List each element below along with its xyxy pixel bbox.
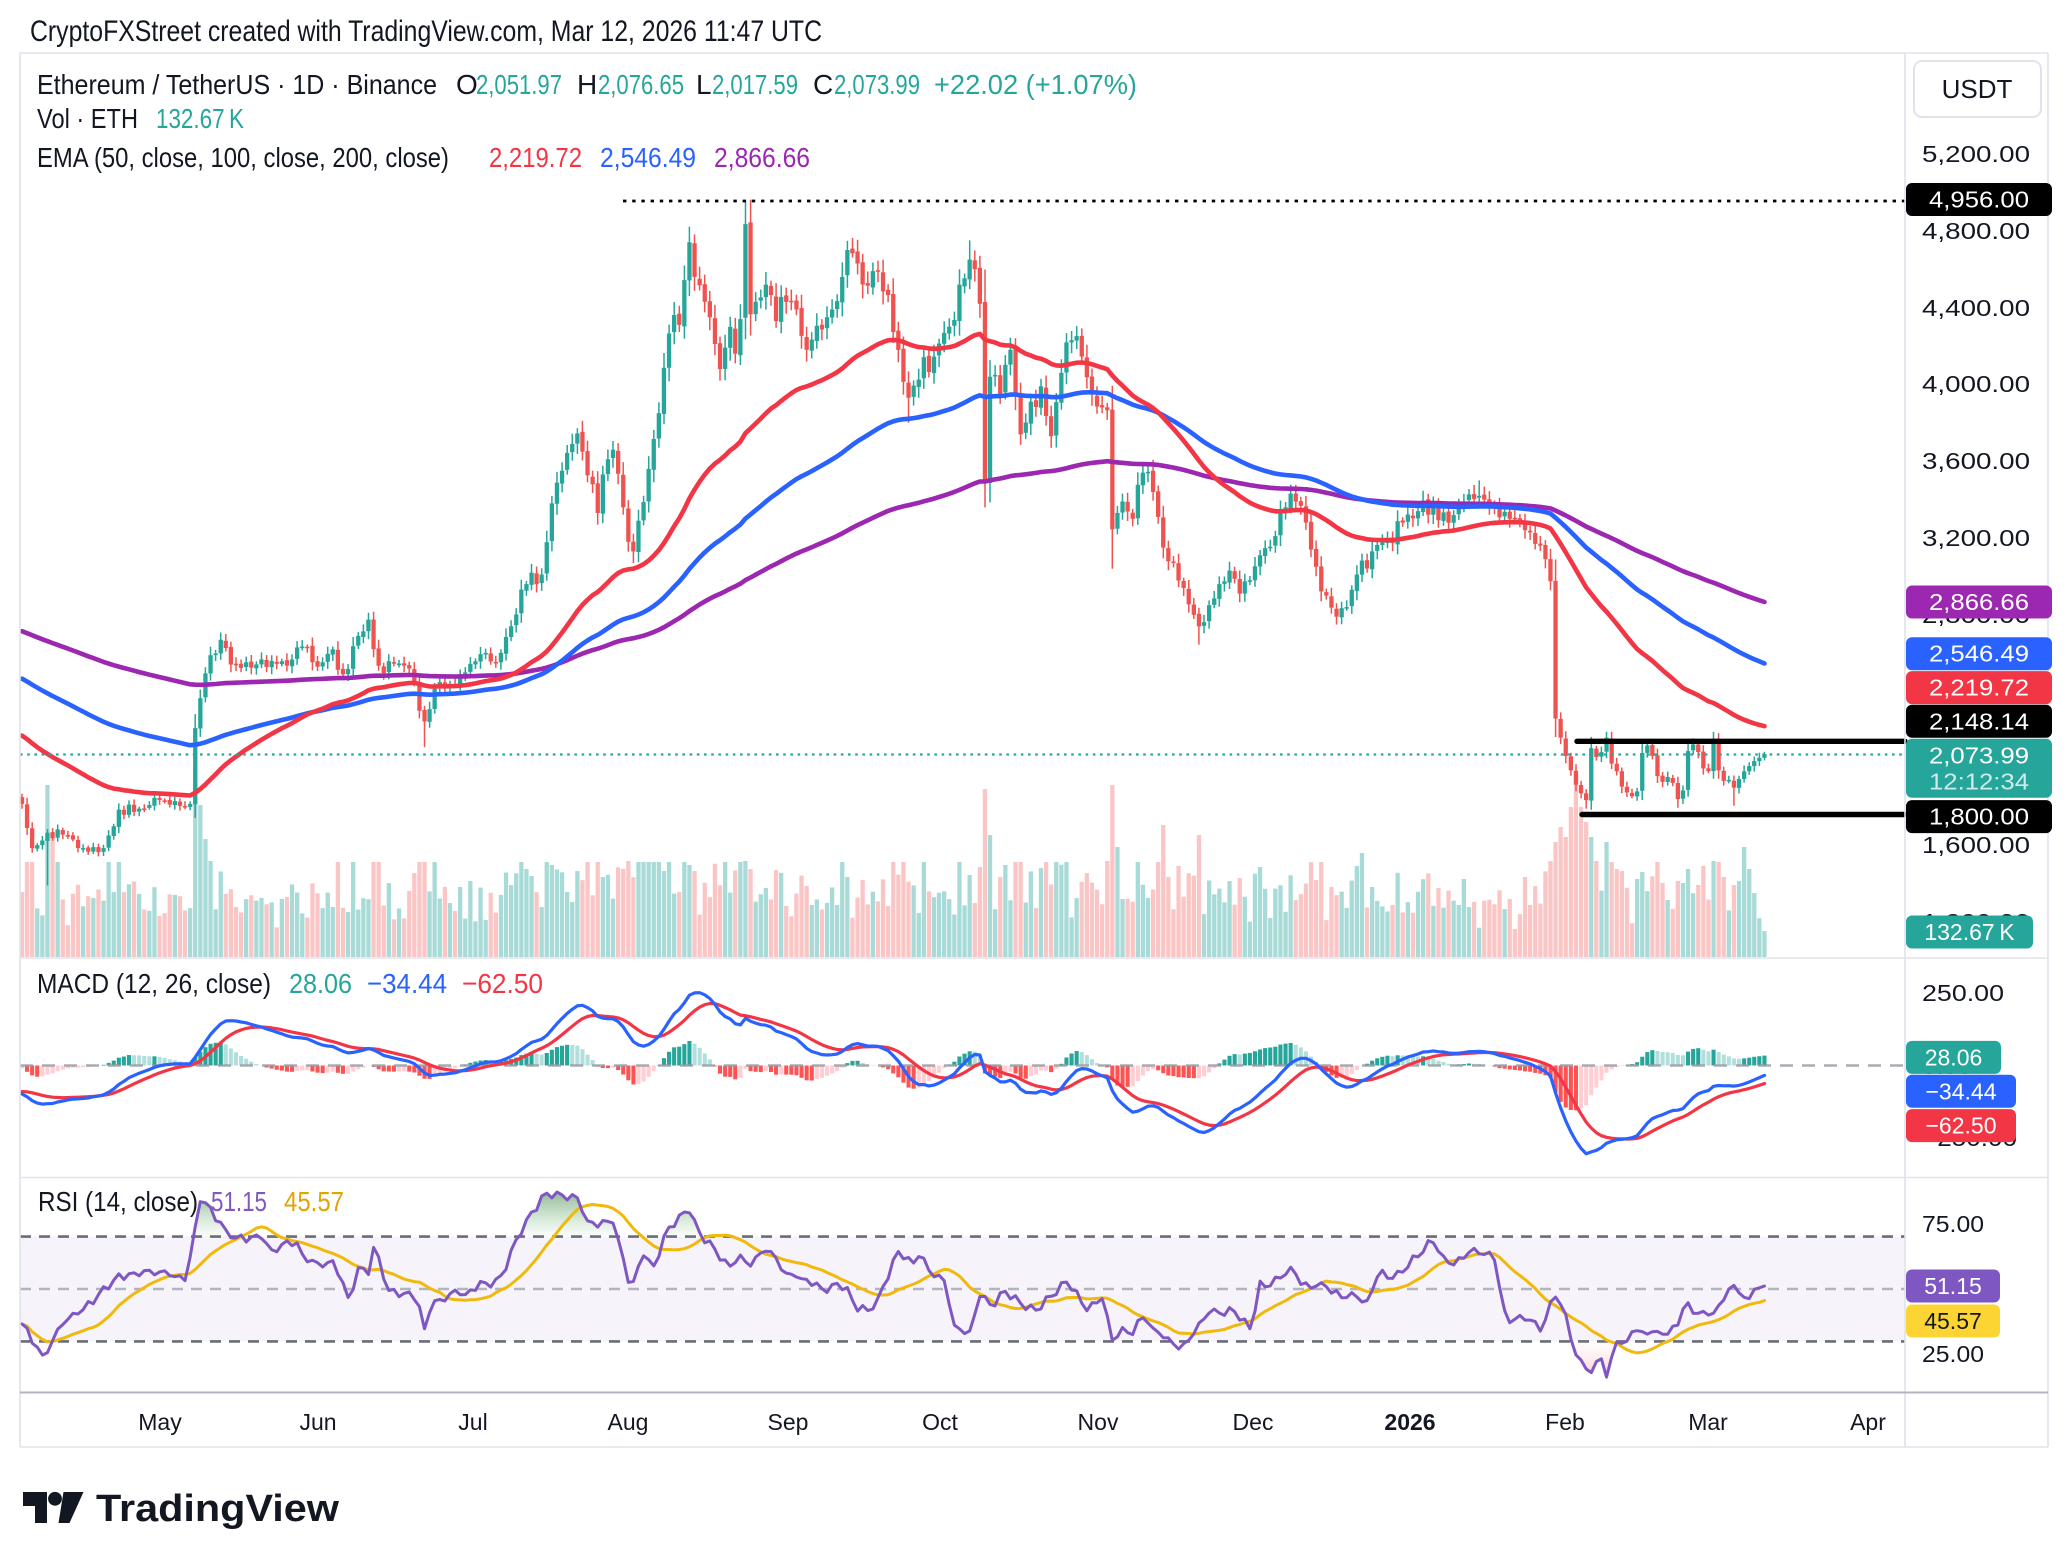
svg-text:3,200.00: 3,200.00 — [1922, 525, 2030, 551]
svg-text:Feb: Feb — [1545, 1409, 1585, 1435]
svg-text:−62.50: −62.50 — [1926, 1113, 1997, 1139]
svg-text:USDT: USDT — [1942, 74, 2013, 104]
svg-text:2,073.99: 2,073.99 — [1929, 742, 2029, 768]
svg-text:2,076.65: 2,076.65 — [598, 69, 684, 100]
svg-text:132.67 K: 132.67 K — [156, 103, 244, 134]
svg-text:−34.44: −34.44 — [1926, 1078, 1997, 1104]
svg-text:EMA (50, close, 100, close, 20: EMA (50, close, 100, close, 200, close) — [37, 142, 449, 173]
svg-text:May: May — [138, 1409, 182, 1435]
svg-text:3,600.00: 3,600.00 — [1922, 448, 2030, 474]
svg-text:2,866.66: 2,866.66 — [1929, 589, 2029, 615]
svg-text:4,000.00: 4,000.00 — [1922, 371, 2030, 397]
svg-text:25.00: 25.00 — [1922, 1341, 1984, 1367]
svg-text:O: O — [456, 69, 478, 100]
svg-text:4,956.00: 4,956.00 — [1929, 187, 2029, 213]
svg-text:2,148.14: 2,148.14 — [1929, 708, 2029, 734]
svg-text:2,546.49: 2,546.49 — [600, 142, 696, 173]
svg-text:4,800.00: 4,800.00 — [1922, 218, 2030, 244]
svg-text:−34.44: −34.44 — [367, 968, 447, 999]
svg-text:2,546.49: 2,546.49 — [1929, 641, 2029, 667]
svg-text:2,219.72: 2,219.72 — [1929, 675, 2029, 701]
svg-text:132.67 K: 132.67 K — [1924, 919, 2015, 945]
svg-text:−62.50: −62.50 — [462, 968, 543, 999]
svg-text:Vol · ETH: Vol · ETH — [37, 103, 138, 134]
svg-text:1,800.00: 1,800.00 — [1929, 804, 2029, 830]
svg-text:Mar: Mar — [1688, 1409, 1728, 1435]
svg-text:1,600.00: 1,600.00 — [1922, 832, 2030, 858]
svg-text:45.57: 45.57 — [284, 1186, 344, 1217]
svg-text:Aug: Aug — [608, 1409, 649, 1435]
svg-text:C: C — [813, 69, 833, 100]
svg-text:28.06: 28.06 — [289, 968, 352, 999]
svg-text:28.06: 28.06 — [1925, 1044, 1983, 1070]
svg-text:51.15: 51.15 — [211, 1186, 267, 1217]
svg-text:CryptoFXStreet created with Tr: CryptoFXStreet created with TradingView.… — [30, 15, 822, 48]
svg-text:Oct: Oct — [922, 1409, 958, 1435]
svg-text:2,051.97: 2,051.97 — [476, 69, 562, 100]
svg-text:250.00: 250.00 — [1922, 980, 2004, 1006]
svg-text:Ethereum / TetherUS · 1D · Bin: Ethereum / TetherUS · 1D · Binance — [37, 69, 437, 100]
svg-text:Nov: Nov — [1078, 1409, 1119, 1435]
svg-text:4,400.00: 4,400.00 — [1922, 295, 2030, 321]
svg-text:5,200.00: 5,200.00 — [1922, 141, 2030, 167]
svg-text:45.57: 45.57 — [1924, 1308, 1982, 1334]
svg-text:Jul: Jul — [458, 1409, 487, 1435]
svg-text:Jun: Jun — [299, 1409, 336, 1435]
svg-text:MACD (12, 26, close): MACD (12, 26, close) — [37, 968, 271, 999]
svg-text:2,866.66: 2,866.66 — [714, 142, 810, 173]
svg-text:2,073.99: 2,073.99 — [834, 69, 920, 100]
svg-text:H: H — [577, 69, 597, 100]
svg-text:+22.02 (+1.07%): +22.02 (+1.07%) — [934, 69, 1137, 100]
svg-text:2026: 2026 — [1384, 1409, 1435, 1435]
svg-text:51.15: 51.15 — [1924, 1273, 1982, 1299]
svg-text:Apr: Apr — [1850, 1409, 1886, 1435]
svg-text:L: L — [696, 69, 712, 100]
svg-text:75.00: 75.00 — [1922, 1211, 1984, 1237]
svg-text:12:12:34: 12:12:34 — [1929, 768, 2029, 794]
svg-text:2,219.72: 2,219.72 — [489, 142, 582, 173]
svg-text:Sep: Sep — [768, 1409, 809, 1435]
svg-text:RSI (14, close): RSI (14, close) — [38, 1186, 198, 1217]
svg-text:Dec: Dec — [1233, 1409, 1274, 1435]
svg-text:TradingView: TradingView — [96, 1488, 339, 1530]
svg-text:2,017.59: 2,017.59 — [712, 69, 798, 100]
